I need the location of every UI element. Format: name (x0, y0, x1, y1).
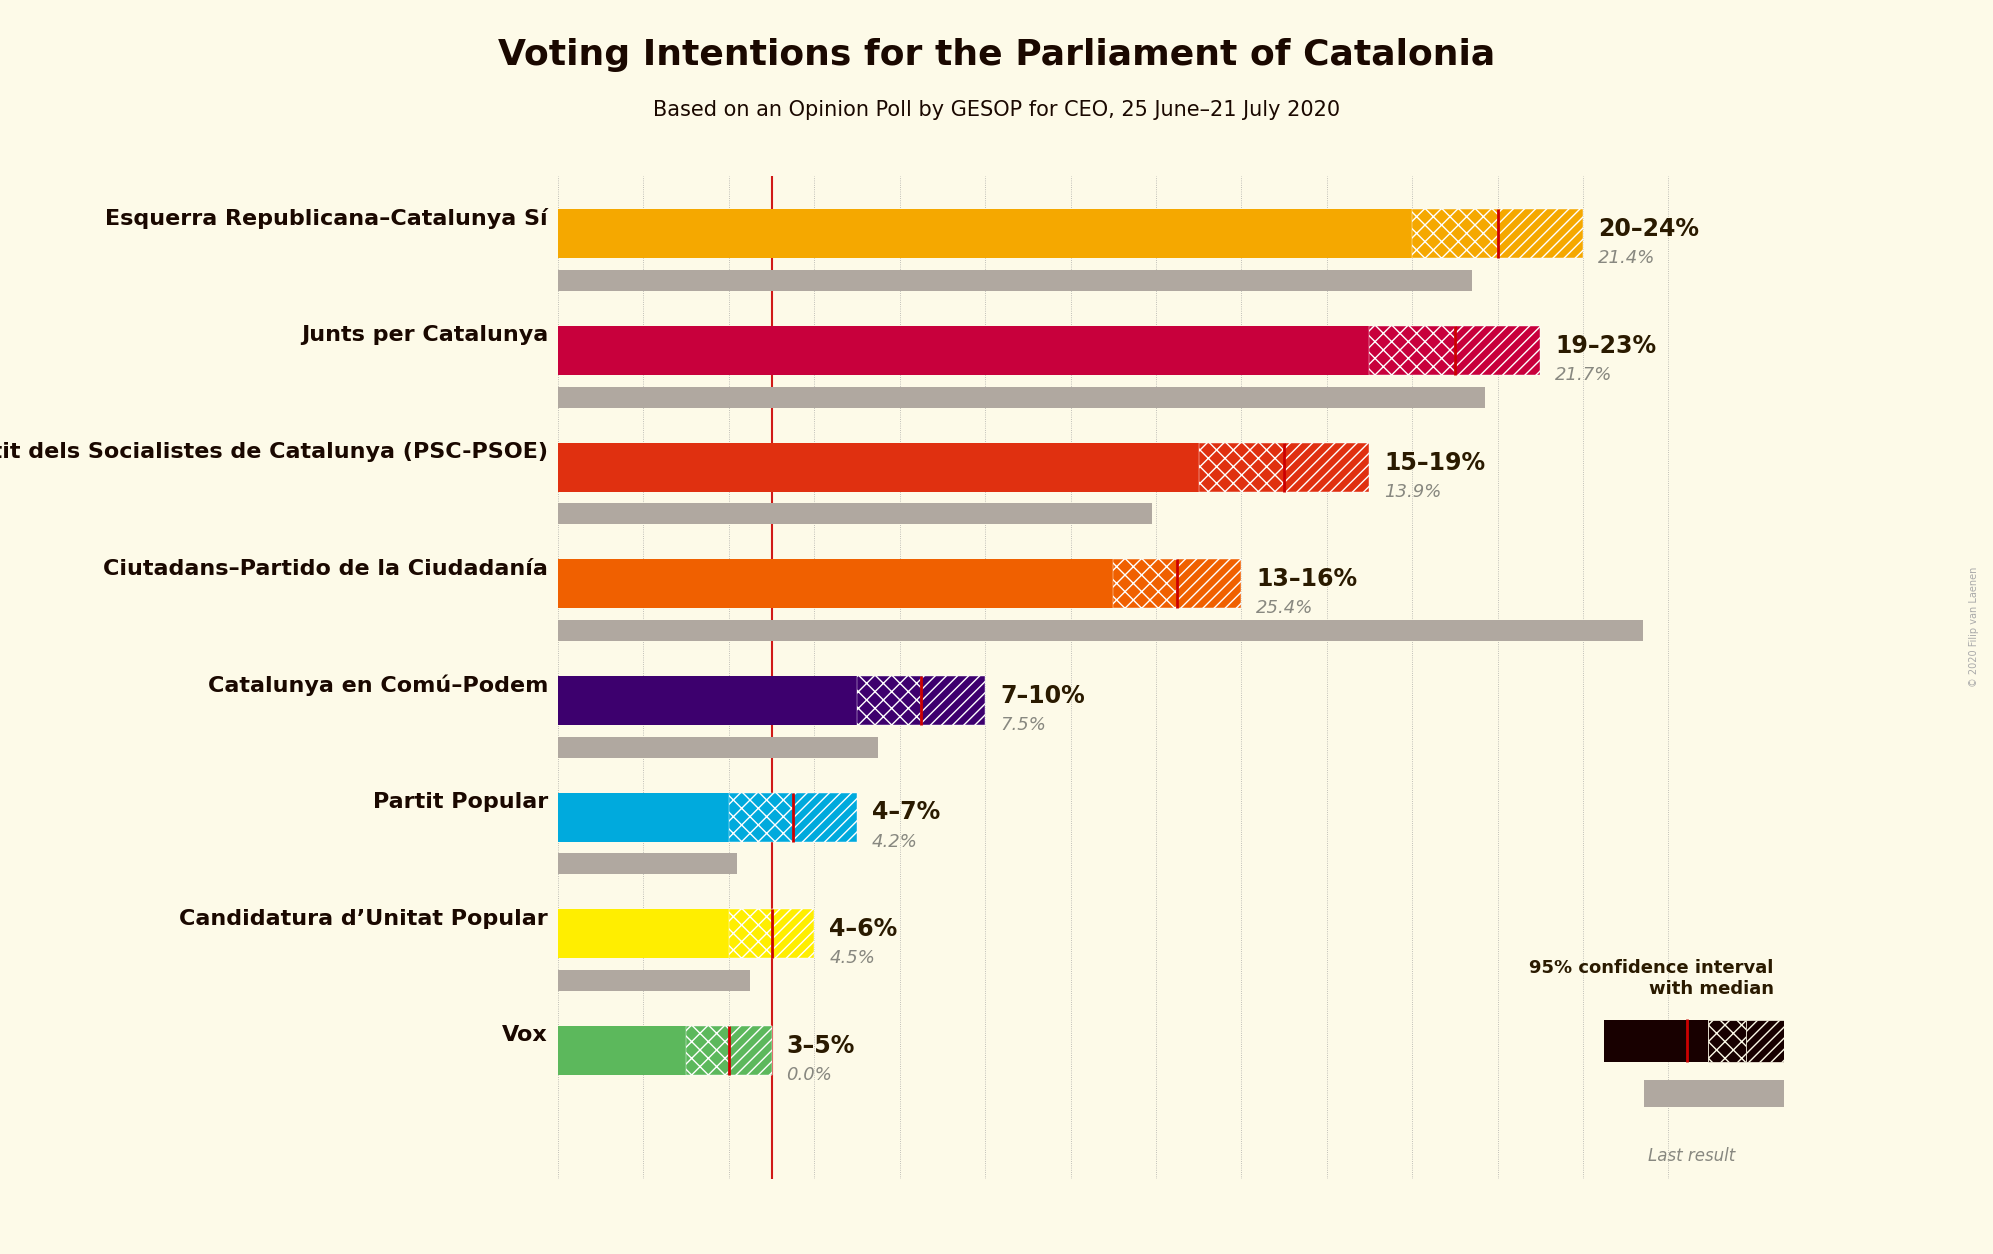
Bar (558, 619, 1642, 641)
Text: 13.9%: 13.9% (1385, 483, 1441, 500)
Text: 20–24%: 20–24% (1598, 217, 1698, 241)
Text: 4.5%: 4.5% (829, 949, 875, 967)
Bar (729, 909, 815, 958)
Text: Based on an Opinion Poll by GESOP for CEO, 25 June–21 July 2020: Based on an Opinion Poll by GESOP for CE… (654, 100, 1339, 120)
Text: Vox: Vox (502, 1026, 548, 1046)
Text: 21.7%: 21.7% (1555, 366, 1612, 384)
Bar (1604, 1020, 1708, 1062)
Text: Voting Intentions for the Parliament of Catalonia: Voting Intentions for the Parliament of … (498, 38, 1495, 71)
Bar (793, 793, 857, 841)
Text: Candidatura d’Unitat Popular: Candidatura d’Unitat Popular (179, 909, 548, 929)
Bar (558, 909, 815, 958)
Text: 3–5%: 3–5% (787, 1033, 855, 1058)
Text: 15–19%: 15–19% (1385, 450, 1485, 474)
Bar (558, 793, 857, 841)
Bar (558, 326, 1541, 375)
Bar (1413, 209, 1582, 258)
Bar (1198, 443, 1369, 492)
Bar (558, 676, 985, 725)
Bar (921, 676, 985, 725)
Bar (558, 503, 1152, 524)
Bar (558, 559, 1242, 608)
Text: Ciutadans–Partido de la Ciudadanía: Ciutadans–Partido de la Ciudadanía (104, 559, 548, 579)
Bar (1369, 326, 1541, 375)
Bar (771, 909, 815, 958)
Text: 25.4%: 25.4% (1256, 599, 1313, 617)
Bar (857, 676, 985, 725)
Bar (558, 209, 1582, 258)
Text: 7–10%: 7–10% (1000, 683, 1084, 707)
Text: 7.5%: 7.5% (1000, 716, 1046, 734)
Text: Junts per Catalunya: Junts per Catalunya (301, 326, 548, 346)
Bar (558, 443, 1369, 492)
Bar (1283, 443, 1369, 492)
Text: 21.4%: 21.4% (1598, 250, 1656, 267)
Bar (558, 853, 737, 874)
Bar (1178, 559, 1242, 608)
Text: 0.0%: 0.0% (787, 1066, 833, 1083)
Bar (729, 1026, 771, 1075)
Text: 4–6%: 4–6% (829, 917, 897, 940)
Text: Last result: Last result (1648, 1147, 1736, 1165)
Bar (1497, 209, 1582, 258)
Text: Catalunya en Comú–Podem: Catalunya en Comú–Podem (207, 675, 548, 696)
Text: 13–16%: 13–16% (1256, 567, 1357, 591)
Bar (558, 270, 1473, 291)
Text: Esquerra Republicana–Catalunya Sí: Esquerra Republicana–Catalunya Sí (106, 208, 548, 229)
Bar (729, 793, 857, 841)
Text: © 2020 Filip van Laenen: © 2020 Filip van Laenen (1969, 567, 1979, 687)
Bar (558, 969, 749, 991)
Text: 4.2%: 4.2% (871, 833, 919, 850)
Bar (1644, 1080, 1784, 1107)
Bar (1708, 1020, 1746, 1062)
Bar (1455, 326, 1541, 375)
Bar (686, 1026, 771, 1075)
Bar (1746, 1020, 1784, 1062)
Text: Partit dels Socialistes de Catalunya (PSC-PSOE): Partit dels Socialistes de Catalunya (PS… (0, 443, 548, 463)
Text: 95% confidence interval
with median: 95% confidence interval with median (1529, 959, 1774, 998)
Bar (558, 736, 879, 757)
Text: 4–7%: 4–7% (871, 800, 941, 824)
Bar (558, 1026, 771, 1075)
Text: Partit Popular: Partit Popular (373, 793, 548, 813)
Text: 19–23%: 19–23% (1555, 334, 1656, 357)
Bar (1114, 559, 1242, 608)
Bar (558, 386, 1485, 408)
